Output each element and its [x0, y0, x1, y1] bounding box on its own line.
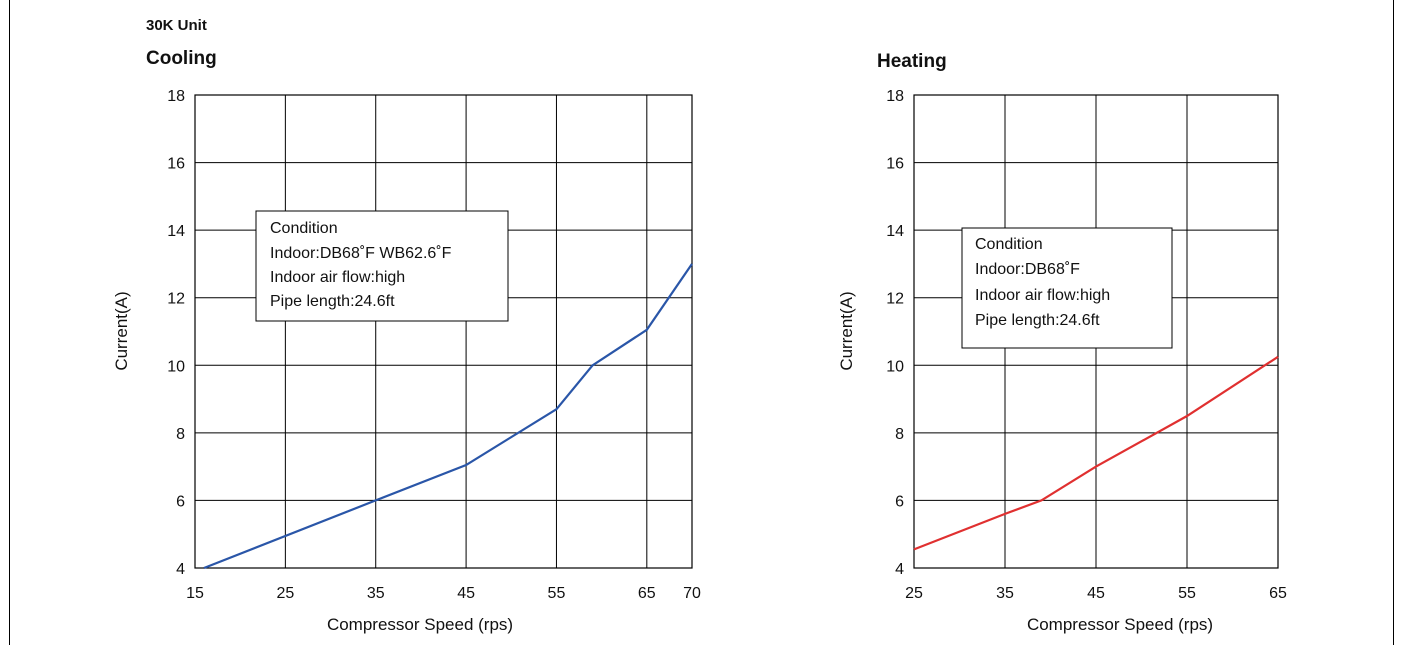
- heating-y-tick-label: 12: [886, 291, 904, 308]
- heating-x-tick-label: 45: [1087, 585, 1105, 602]
- cooling-current-line: [203, 263, 693, 570]
- heating-condition-indoor: Indoor:DB68˚F: [975, 261, 1080, 278]
- heating-x-tick-label: 55: [1178, 585, 1196, 602]
- cooling-y-tick-label: 4: [176, 561, 185, 578]
- heating-y-tick-label: 10: [886, 358, 904, 375]
- heating-y-tick-label: 4: [895, 561, 904, 578]
- cooling-y-tick-label: 12: [167, 291, 185, 308]
- cooling-x-axis-label: Compressor Speed (rps): [327, 615, 513, 634]
- heating-y-axis-label: Current(A): [837, 291, 856, 370]
- heating-condition-airflow: Indoor air flow:high: [975, 287, 1110, 304]
- heating-condition-title: Condition: [975, 236, 1043, 253]
- cooling-condition-box: Condition Indoor:DB68˚F WB62.6˚F Indoor …: [255, 210, 509, 322]
- unit-label: 30K Unit: [146, 17, 207, 34]
- cooling-title: Cooling: [146, 48, 217, 69]
- cooling-x-ticks: 15 25 35 45 55 65 70: [186, 585, 701, 602]
- cooling-chart: Cooling 4 6 8 10 12 14 16 18 15 25 35 45 55 65 70 Con…: [112, 48, 701, 634]
- heating-current-line: [913, 355, 1279, 551]
- cooling-x-tick-label: 45: [457, 585, 475, 602]
- heating-y-tick-label: 16: [886, 156, 904, 173]
- heating-title: Heating: [877, 51, 947, 72]
- cooling-plot-area: [194, 94, 693, 569]
- cooling-x-tick-label: 65: [638, 585, 656, 602]
- heating-x-ticks: 25 35 45 55 65: [905, 585, 1287, 602]
- cooling-y-tick-label: 16: [167, 156, 185, 173]
- cooling-x-tick-label: 55: [548, 585, 566, 602]
- heating-y-tick-label: 18: [886, 88, 904, 105]
- cooling-y-axis-label: Current(A): [112, 291, 131, 370]
- cooling-grid: [195, 95, 692, 568]
- cooling-x-tick-label: 35: [367, 585, 385, 602]
- heating-plot-area: [913, 94, 1279, 569]
- cooling-y-tick-label: 10: [167, 358, 185, 375]
- cooling-condition-airflow: Indoor air flow:high: [270, 269, 405, 286]
- cooling-x-tick-label: 25: [276, 585, 294, 602]
- cooling-y-tick-label: 6: [176, 493, 185, 510]
- heating-condition-box: Condition Indoor:DB68˚F Indoor air flow:…: [961, 227, 1173, 349]
- cooling-condition-title: Condition: [270, 220, 338, 237]
- heating-x-axis-label: Compressor Speed (rps): [1027, 615, 1213, 634]
- cooling-condition-indoor: Indoor:DB68˚F WB62.6˚F: [270, 245, 452, 262]
- cooling-y-tick-label: 8: [176, 426, 185, 443]
- heating-x-tick-label: 35: [996, 585, 1014, 602]
- heating-y-tick-label: 6: [895, 493, 904, 510]
- heating-y-tick-label: 8: [895, 426, 904, 443]
- heating-condition-pipe: Pipe length:24.6ft: [975, 312, 1100, 329]
- cooling-y-tick-label: 18: [167, 88, 185, 105]
- heating-y-ticks: 4 6 8 10 12 14 16 18: [886, 88, 904, 578]
- heating-x-tick-label: 25: [905, 585, 923, 602]
- cooling-y-tick-label: 14: [167, 223, 185, 240]
- cooling-x-tick-label: 70: [683, 585, 701, 602]
- cooling-y-ticks: 4 6 8 10 12 14 16 18: [167, 88, 185, 578]
- heating-chart: Heating 4 6 8 10 12 14 16 18 25 35 45 55 65 Conditi…: [837, 51, 1287, 634]
- heating-y-tick-label: 14: [886, 223, 904, 240]
- heating-x-tick-label: 65: [1269, 585, 1287, 602]
- cooling-x-tick-label: 15: [186, 585, 204, 602]
- cooling-condition-pipe: Pipe length:24.6ft: [270, 293, 395, 310]
